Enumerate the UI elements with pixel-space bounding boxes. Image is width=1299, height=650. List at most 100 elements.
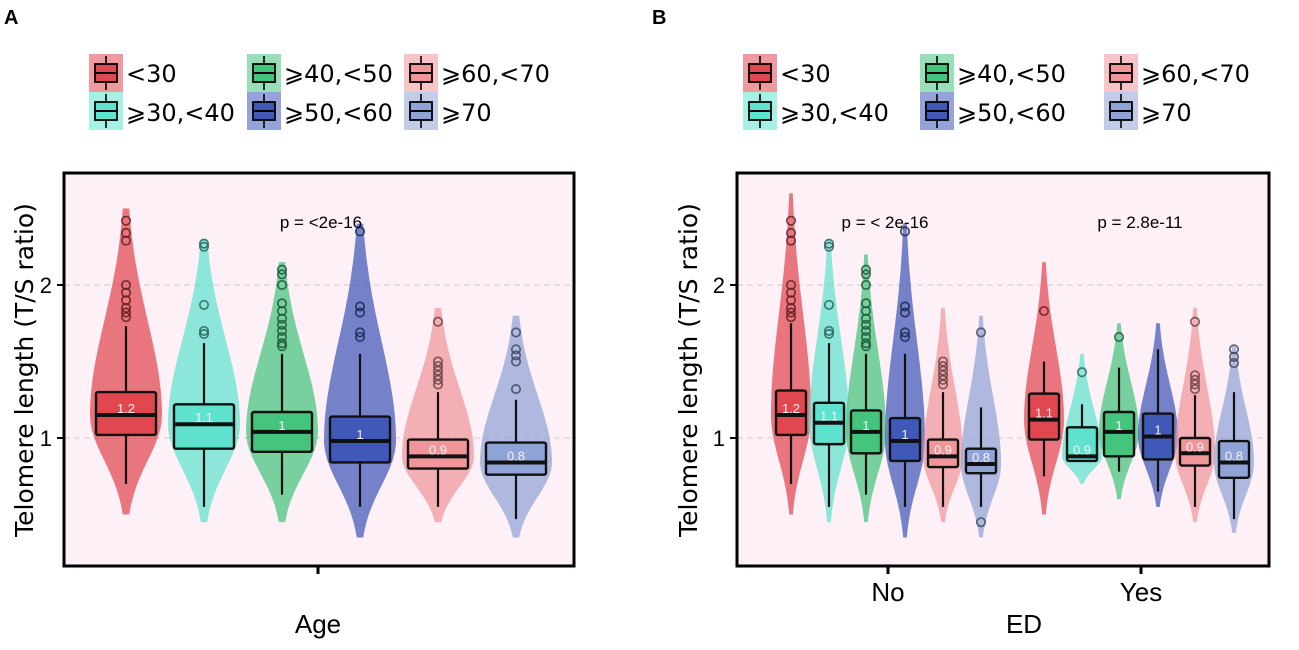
panel-letter-b: B bbox=[652, 7, 666, 29]
violin-group: 1.2 bbox=[771, 193, 811, 515]
outlier-point bbox=[354, 301, 366, 312]
outlier-point bbox=[785, 312, 797, 323]
median-value-label: 0.8 bbox=[972, 450, 990, 465]
outlier-point bbox=[276, 313, 288, 324]
y-tick-label-b-2: 2 bbox=[713, 273, 725, 298]
outlier-point bbox=[937, 374, 949, 385]
x-category-label-yes: Yes bbox=[1120, 577, 1162, 607]
outlier-point bbox=[785, 215, 797, 226]
outlier-point bbox=[354, 331, 366, 343]
y-tick-label-a-2: 2 bbox=[40, 273, 52, 298]
outlier-point bbox=[1113, 331, 1125, 343]
median-value-label: 0.9 bbox=[429, 442, 447, 457]
median-value-label: 1.2 bbox=[782, 401, 800, 416]
outlier-point bbox=[354, 307, 366, 318]
legend-b-key-6 bbox=[1104, 92, 1138, 130]
outlier-point bbox=[860, 279, 872, 291]
outlier-point bbox=[899, 327, 911, 338]
outlier-point bbox=[899, 331, 911, 343]
violin-group: 1 bbox=[1138, 323, 1178, 507]
legend-b-item-1: <30 bbox=[743, 54, 831, 92]
violin-group: 0.8 bbox=[961, 315, 1001, 538]
outlier-point bbox=[276, 279, 288, 291]
legend-a-label-3: ⩾40,<50 bbox=[284, 60, 393, 88]
outlier-point bbox=[1189, 379, 1201, 390]
legend-b-label-6: ⩾70 bbox=[1141, 99, 1192, 127]
violin-group: 0.8 bbox=[1214, 344, 1254, 533]
violin-group: 0.9 bbox=[1062, 353, 1102, 484]
violin-group: 1 bbox=[246, 262, 318, 523]
outlier-point bbox=[120, 312, 132, 323]
y-tick-label-b-1: 1 bbox=[713, 426, 725, 451]
outlier-point bbox=[198, 241, 210, 252]
outlier-point bbox=[899, 307, 911, 318]
violin-group: 1.1 bbox=[1024, 262, 1064, 515]
median-value-label: 1.1 bbox=[195, 410, 213, 425]
violin-group: 1.1 bbox=[168, 238, 240, 523]
outlier-point bbox=[823, 238, 835, 249]
violin-group: 0.9 bbox=[923, 307, 963, 523]
plot-panel-a: 1.2 1.1 1 1 0.9 0.8 2 1 p = <2e-16 Telomere l… bbox=[10, 171, 576, 639]
legend-a-label-5: ⩾60,<70 bbox=[441, 60, 550, 88]
outlier-point bbox=[785, 307, 797, 318]
violin-group: 0.9 bbox=[1175, 307, 1215, 523]
median-value-label: 1 bbox=[862, 418, 869, 433]
outlier-point bbox=[860, 269, 872, 280]
x-axis-label-a: Age bbox=[295, 609, 341, 639]
legend-b-item-2: ⩾30,<40 bbox=[743, 92, 889, 130]
outlier-point bbox=[860, 325, 872, 336]
outlier-point bbox=[354, 226, 366, 237]
legend-b-label-1: <30 bbox=[780, 60, 831, 88]
box bbox=[1102, 410, 1136, 458]
outlier-point bbox=[432, 374, 444, 385]
outlier-point bbox=[937, 379, 949, 390]
legend-a-key-4 bbox=[247, 92, 281, 130]
outlier-point bbox=[510, 327, 522, 338]
plot-b-border bbox=[735, 171, 1271, 568]
legend-b-item-3: ⩾40,<50 bbox=[920, 54, 1066, 92]
violin-group: 1 bbox=[846, 254, 886, 523]
outlier-point bbox=[1228, 357, 1240, 369]
median-value-label: 0.8 bbox=[1225, 448, 1243, 463]
legend-b-key-2 bbox=[743, 92, 777, 130]
outlier-point bbox=[1038, 305, 1050, 317]
box bbox=[1217, 439, 1251, 479]
outlier-point bbox=[198, 299, 210, 310]
median-value-label: 1.2 bbox=[117, 401, 135, 416]
outlier-point bbox=[899, 301, 911, 312]
box bbox=[172, 403, 236, 450]
outlier-point bbox=[860, 264, 872, 275]
median-value-label: 1 bbox=[1154, 422, 1161, 437]
box bbox=[1027, 392, 1061, 441]
violin-group: 1.2 bbox=[90, 208, 162, 515]
outlier-point bbox=[120, 307, 132, 318]
median-value-label: 1 bbox=[278, 418, 285, 433]
legend-a-label-1: <30 bbox=[126, 60, 177, 88]
median-value-label: 0.9 bbox=[1186, 439, 1204, 454]
outlier-point bbox=[823, 241, 835, 252]
legend-a-key-6 bbox=[404, 92, 438, 130]
box bbox=[926, 438, 960, 469]
outlier-point bbox=[975, 517, 987, 528]
median-value-label: 1 bbox=[356, 427, 363, 442]
outlier-point bbox=[860, 338, 872, 349]
legend-b-key-3 bbox=[920, 54, 954, 92]
legend-b-label-4: ⩾50,<60 bbox=[957, 99, 1066, 127]
legend-a-item-4: ⩾50,<60 bbox=[247, 92, 393, 130]
plot-b-marks: 1.2 1.1 1 1 0.9 0.8 1.1 0.9 1 1 0.9 0.8 bbox=[771, 193, 1254, 538]
legend-a-item-1: <30 bbox=[89, 54, 177, 92]
legend-a-label-6: ⩾70 bbox=[441, 99, 492, 127]
legend-b-label-3: ⩾40,<50 bbox=[957, 60, 1066, 88]
median-value-label: 0.9 bbox=[1073, 442, 1091, 457]
violin-group: 1 bbox=[324, 223, 396, 538]
outlier-point bbox=[823, 328, 835, 340]
outlier-point bbox=[354, 327, 366, 338]
legend-b-item-6: ⩾70 bbox=[1104, 92, 1192, 130]
box bbox=[484, 441, 548, 476]
legend-a-key-1 bbox=[89, 54, 123, 92]
outlier-point bbox=[860, 313, 872, 324]
outlier-point bbox=[432, 316, 444, 327]
y-axis-label-a: Telomere length (T/S ratio) bbox=[10, 203, 39, 538]
violin-group: 0.9 bbox=[402, 307, 474, 523]
outlier-point bbox=[510, 356, 522, 367]
